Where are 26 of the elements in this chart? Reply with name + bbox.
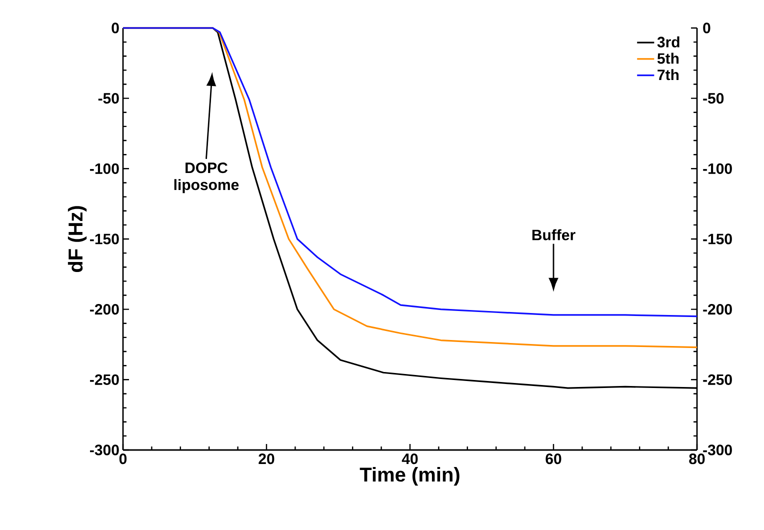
x-tick-label: 40 [402, 454, 418, 464]
x-axis-title: Time (min) [360, 467, 460, 486]
y2-tick-label: -250 [703, 374, 732, 385]
y-tick-label: -200 [90, 304, 119, 315]
y2-tick-label: -300 [703, 444, 732, 456]
y-tick-label: -50 [98, 93, 119, 104]
legend-label: 7th [658, 69, 679, 80]
y-tick-label: -100 [90, 163, 119, 174]
y2-tick-label: -150 [703, 234, 732, 244]
x-tick-label: 20 [258, 454, 274, 464]
x-tick-label: 60 [546, 454, 562, 464]
y-tick-label: -300 [90, 444, 119, 456]
y-tick-label: -150 [90, 234, 119, 244]
y-tick-label: 0 [112, 22, 119, 34]
y2-tick-label: -100 [703, 163, 732, 174]
x-tick-label: 80 [689, 454, 705, 464]
y2-tick-label: -200 [703, 304, 732, 315]
annotation: DOPC liposome [174, 162, 239, 194]
legend-label: 3rd [657, 36, 680, 48]
annotation: Buffer [532, 229, 576, 240]
y-axis-title: dF (Hz) [68, 206, 87, 272]
y-tick-label: -250 [90, 374, 119, 385]
legend-label: 5th [657, 52, 679, 64]
y2-tick-label: -50 [703, 93, 724, 104]
x-tick-label: 0 [119, 454, 127, 464]
y2-tick-label: 0 [703, 22, 710, 34]
